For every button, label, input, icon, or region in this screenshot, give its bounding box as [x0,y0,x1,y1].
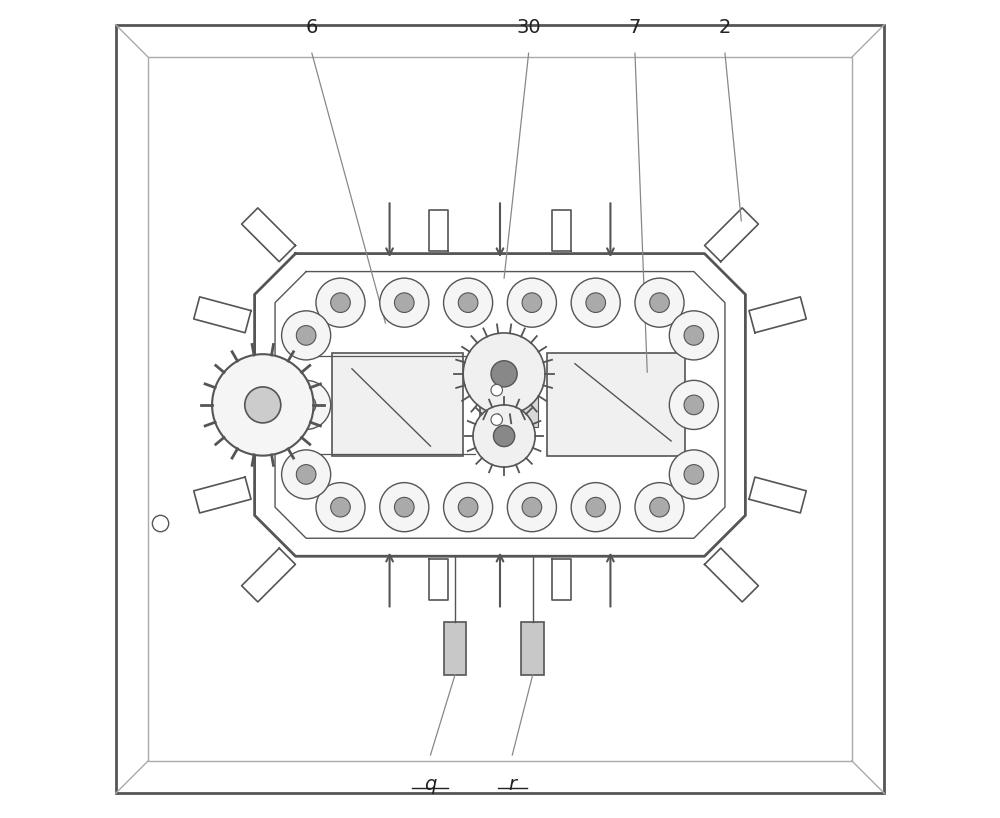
Circle shape [212,354,313,456]
Circle shape [316,278,365,327]
Circle shape [380,278,429,327]
Circle shape [296,465,316,484]
Bar [332,353,463,456]
Circle shape [522,293,542,312]
Circle shape [571,483,620,532]
Bar [480,371,514,438]
Circle shape [282,450,331,499]
Circle shape [282,380,331,429]
Circle shape [458,497,478,517]
Circle shape [684,326,704,345]
Circle shape [473,405,535,467]
Circle shape [331,293,350,312]
Circle shape [507,483,556,532]
Bar [521,622,544,675]
Circle shape [586,293,606,312]
Bar [547,353,685,456]
Circle shape [296,395,316,415]
Circle shape [522,497,542,517]
Text: 7: 7 [629,18,641,37]
Circle shape [669,380,718,429]
Circle shape [380,483,429,532]
Circle shape [586,497,606,517]
Circle shape [684,395,704,415]
Circle shape [282,311,331,360]
Circle shape [669,450,718,499]
Circle shape [458,293,478,312]
Circle shape [493,425,515,447]
Circle shape [245,387,281,423]
Circle shape [444,278,493,327]
Circle shape [491,414,502,425]
Bar [518,391,538,427]
Circle shape [444,483,493,532]
Text: r: r [508,775,516,794]
Circle shape [507,278,556,327]
Circle shape [650,293,669,312]
Text: 30: 30 [516,18,541,37]
Circle shape [331,497,350,517]
Circle shape [650,497,669,517]
Circle shape [684,465,704,484]
Circle shape [491,384,502,396]
Circle shape [394,497,414,517]
Bar [148,57,852,761]
Circle shape [669,311,718,360]
Text: 2: 2 [719,18,731,37]
Circle shape [316,483,365,532]
Text: q: q [424,775,437,794]
Circle shape [491,361,517,387]
Circle shape [152,515,169,532]
Circle shape [635,483,684,532]
Circle shape [635,278,684,327]
Circle shape [571,278,620,327]
Circle shape [463,333,545,415]
Circle shape [296,326,316,345]
Bar [444,622,466,675]
Text: 6: 6 [306,18,318,37]
Circle shape [394,293,414,312]
